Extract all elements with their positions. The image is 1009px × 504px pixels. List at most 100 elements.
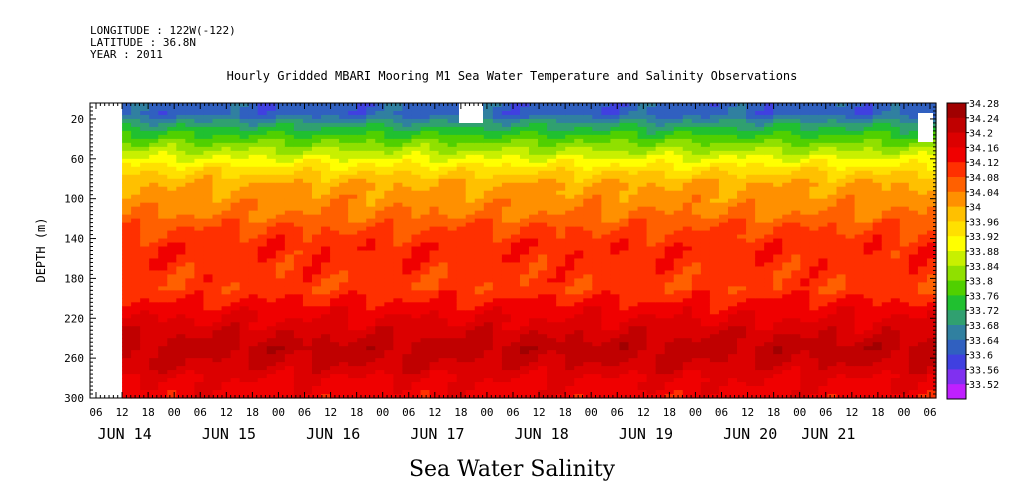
salinity-cell [248, 322, 259, 327]
salinity-cell [122, 274, 132, 280]
salinity-cell [366, 170, 376, 176]
salinity-cell [185, 314, 196, 319]
salinity-cell [664, 174, 675, 180]
salinity-cell [185, 150, 196, 156]
salinity-cell [619, 302, 630, 307]
salinity-cell [357, 230, 367, 236]
salinity-cell [239, 370, 250, 375]
salinity-cell [438, 298, 449, 303]
salinity-cell [709, 286, 720, 291]
salinity-cell [375, 210, 385, 216]
salinity-cell [122, 298, 132, 303]
salinity-cell [230, 342, 241, 347]
salinity-cell [465, 366, 476, 371]
salinity-cell [483, 178, 494, 184]
salinity-cell [583, 114, 593, 120]
salinity-cell [420, 238, 431, 244]
salinity-cell [700, 242, 711, 248]
salinity-cell [384, 166, 394, 172]
salinity-cell [321, 186, 331, 192]
salinity-cell [221, 170, 232, 176]
salinity-cell [465, 382, 476, 387]
salinity-cell [682, 186, 693, 192]
salinity-cell [519, 182, 530, 188]
salinity-cell [149, 290, 159, 295]
salinity-cell [556, 390, 566, 395]
salinity-cell [167, 274, 177, 280]
salinity-cell [646, 202, 657, 208]
salinity-field [122, 103, 937, 399]
salinity-cell [284, 134, 295, 140]
salinity-cell [330, 346, 340, 351]
salinity-cell [348, 166, 358, 172]
salinity-cell [375, 370, 385, 375]
salinity-cell [501, 122, 512, 128]
salinity-cell [131, 114, 141, 120]
salinity-cell [185, 338, 196, 343]
salinity-cell [474, 294, 485, 299]
salinity-cell [321, 310, 331, 315]
salinity-cell [411, 174, 422, 180]
salinity-cell [185, 382, 196, 387]
salinity-cell [519, 382, 530, 387]
salinity-cell [664, 222, 675, 228]
salinity-cell [673, 386, 684, 391]
salinity-cell [492, 338, 503, 343]
salinity-cell [673, 258, 684, 264]
salinity-cell [510, 290, 521, 295]
salinity-cell [637, 202, 648, 208]
salinity-cell [465, 346, 476, 351]
salinity-cell [357, 346, 367, 351]
salinity-cell [275, 298, 286, 303]
salinity-cell [628, 254, 639, 260]
salinity-cell [519, 274, 530, 280]
salinity-cell [718, 386, 729, 391]
salinity-cell [538, 194, 548, 200]
salinity-cell [601, 194, 612, 200]
salinity-cell [529, 378, 539, 383]
salinity-cell [519, 194, 530, 200]
salinity-cell [357, 118, 367, 124]
salinity-cell [664, 234, 675, 240]
salinity-cell [185, 394, 196, 399]
salinity-cell [158, 390, 168, 395]
salinity-cell [682, 286, 693, 291]
salinity-cell [447, 126, 458, 132]
salinity-cell [348, 258, 358, 264]
salinity-cell [420, 114, 431, 120]
salinity-cell [655, 214, 666, 220]
salinity-cell [393, 182, 404, 188]
salinity-cell [465, 334, 476, 339]
salinity-cell [402, 162, 413, 168]
salinity-cell [429, 182, 440, 188]
salinity-cell [547, 278, 557, 283]
salinity-cell [402, 274, 413, 280]
salinity-cell [149, 370, 159, 375]
salinity-cell [519, 134, 530, 140]
salinity-cell [384, 334, 394, 339]
salinity-cell [565, 358, 575, 363]
salinity-cell [357, 194, 367, 200]
salinity-cell [601, 150, 612, 156]
salinity-cell [248, 314, 259, 319]
salinity-cell [131, 266, 141, 272]
salinity-cell [447, 258, 458, 264]
salinity-cell [284, 370, 295, 375]
salinity-cell [519, 370, 530, 375]
salinity-cell [393, 226, 404, 232]
salinity-cell [375, 158, 385, 164]
salinity-cell [610, 190, 621, 196]
salinity-cell [203, 394, 214, 399]
salinity-cell [438, 246, 449, 252]
salinity-cell [492, 154, 503, 160]
salinity-cell [474, 370, 485, 375]
salinity-cell [547, 210, 557, 216]
salinity-cell [547, 346, 557, 351]
salinity-cell [366, 126, 376, 132]
salinity-cell [601, 314, 612, 319]
salinity-cell [429, 110, 440, 116]
salinity-cell [275, 146, 286, 152]
salinity-cell [203, 122, 214, 128]
salinity-cell [556, 206, 566, 212]
salinity-cell [510, 214, 521, 220]
